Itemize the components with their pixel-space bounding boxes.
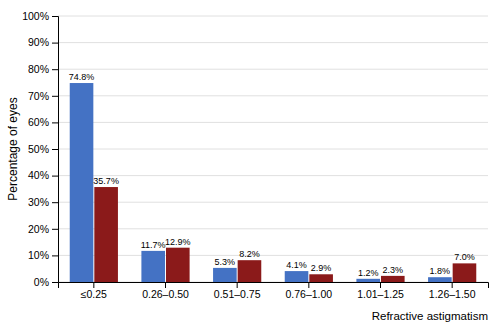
tick-label: 0.51–0.75 — [214, 288, 261, 300]
grid-line — [58, 202, 488, 203]
tick-label: 90% — [28, 36, 49, 48]
tick-label: 40% — [28, 169, 49, 181]
bar-series — [70, 83, 452, 282]
bar — [141, 251, 165, 282]
tick: 40% — [28, 169, 58, 181]
tick-mark — [237, 282, 238, 288]
tick: 30% — [28, 196, 58, 208]
tick-label: 1.01–1.25 — [357, 288, 404, 300]
grid-line — [58, 122, 488, 123]
plot: 74.8% 11.7% 5.3% 4.1% 1.2% 1.8% 35.7% 12.9% 8.2%… — [22, 10, 488, 301]
bar — [356, 279, 380, 282]
tick-label: 30% — [28, 196, 49, 208]
tick: 20% — [28, 223, 58, 235]
grid-line — [58, 95, 488, 96]
tick: 0.76–1.00 — [285, 282, 332, 300]
tick: 50% — [28, 143, 58, 155]
bar — [70, 83, 94, 282]
tick-mark — [52, 69, 58, 70]
bar — [381, 276, 405, 282]
data-label: 12.9% — [165, 237, 191, 247]
tick-label: 0.26–0.50 — [142, 288, 189, 300]
tick: 1.01–1.25 — [357, 282, 404, 300]
tick-label: 20% — [28, 223, 49, 235]
bar — [428, 277, 452, 282]
bar — [94, 187, 118, 282]
tick-mark — [52, 16, 58, 17]
bar — [285, 271, 309, 282]
grid — [58, 16, 488, 282]
y-axis-title: Percentage of eyes — [6, 97, 20, 200]
tick: 70% — [28, 90, 58, 102]
bar — [213, 268, 237, 282]
tick-mark — [93, 282, 94, 288]
tick-label: ≤0.25 — [81, 288, 107, 300]
axis-line — [52, 17, 59, 283]
bar-series — [94, 187, 476, 282]
tick: ≤0.25 — [81, 282, 107, 300]
tick: 1.26–1.50 — [429, 282, 476, 300]
data-label: 1.2% — [358, 268, 379, 278]
data-label: 5.3% — [215, 257, 236, 267]
tick-mark — [52, 149, 58, 150]
grid-line — [58, 149, 488, 150]
data-label: 1.8% — [430, 266, 451, 276]
tick-mark — [52, 43, 58, 44]
tick-mark — [52, 176, 58, 177]
bar — [309, 274, 333, 282]
tick: 80% — [28, 63, 58, 75]
tick-label: 80% — [28, 63, 49, 75]
data-label: 4.1% — [286, 260, 307, 270]
tick: 0.51–0.75 — [214, 282, 261, 300]
grid-line — [58, 255, 488, 256]
data-label: 11.7% — [141, 240, 166, 250]
bars — [70, 83, 477, 282]
tick-mark — [52, 282, 58, 283]
x-axis: ≤0.25 0.26–0.50 0.51–0.75 0.76–1.00 1.01–1.2… — [59, 282, 489, 300]
tick-label: 0% — [34, 276, 49, 288]
tick: 100% — [22, 10, 58, 22]
tick-mark — [52, 122, 58, 123]
tick: 90% — [28, 36, 58, 48]
data-label: 7.0% — [454, 252, 475, 262]
bar — [166, 248, 190, 282]
tick: 10% — [28, 249, 58, 261]
tick-mark — [52, 202, 58, 203]
tick: 0.26–0.50 — [142, 282, 189, 300]
grid-line — [58, 175, 488, 176]
y-axis: 0% 10% 20% 30% 40% 50% 60% 70% 80% 90% 100% — [22, 10, 58, 288]
grid-line — [58, 69, 488, 70]
tick-mark — [52, 96, 58, 97]
grid-line — [58, 16, 488, 17]
tick-mark — [380, 282, 381, 288]
data-label: 8.2% — [239, 249, 260, 259]
bar — [238, 260, 262, 282]
data-label: 74.8% — [69, 72, 95, 82]
grid-line — [58, 42, 488, 43]
tick-label: 1.26–1.50 — [429, 288, 476, 300]
bar — [453, 263, 477, 282]
chart: 74.8% 11.7% 5.3% 4.1% 1.2% 1.8% 35.7% 12.9% 8.2%… — [0, 0, 500, 328]
tick-label: 70% — [28, 90, 49, 102]
tick-label: 10% — [28, 249, 49, 261]
data-labels: 74.8% 11.7% 5.3% 4.1% 1.2% 1.8% 35.7% 12.9% 8.2%… — [69, 72, 475, 278]
tick-mark — [52, 255, 58, 256]
tick-mark — [308, 282, 309, 288]
tick-mark — [52, 229, 58, 230]
tick-mark — [165, 282, 166, 288]
tick-label: 60% — [28, 116, 49, 128]
data-label: 2.3% — [383, 265, 404, 275]
x-axis-title: Refractive astigmatism — [372, 310, 488, 322]
tick-label: 0.76–1.00 — [285, 288, 332, 300]
tick-mark — [452, 282, 453, 288]
tick-label: 50% — [28, 143, 49, 155]
grid-line — [58, 228, 488, 229]
axis-line — [59, 283, 489, 289]
data-label: 2.9% — [311, 263, 332, 273]
tick-label: 100% — [22, 10, 49, 22]
tick: 60% — [28, 116, 58, 128]
data-label: 35.7% — [93, 176, 119, 186]
tick: 0% — [34, 276, 58, 288]
